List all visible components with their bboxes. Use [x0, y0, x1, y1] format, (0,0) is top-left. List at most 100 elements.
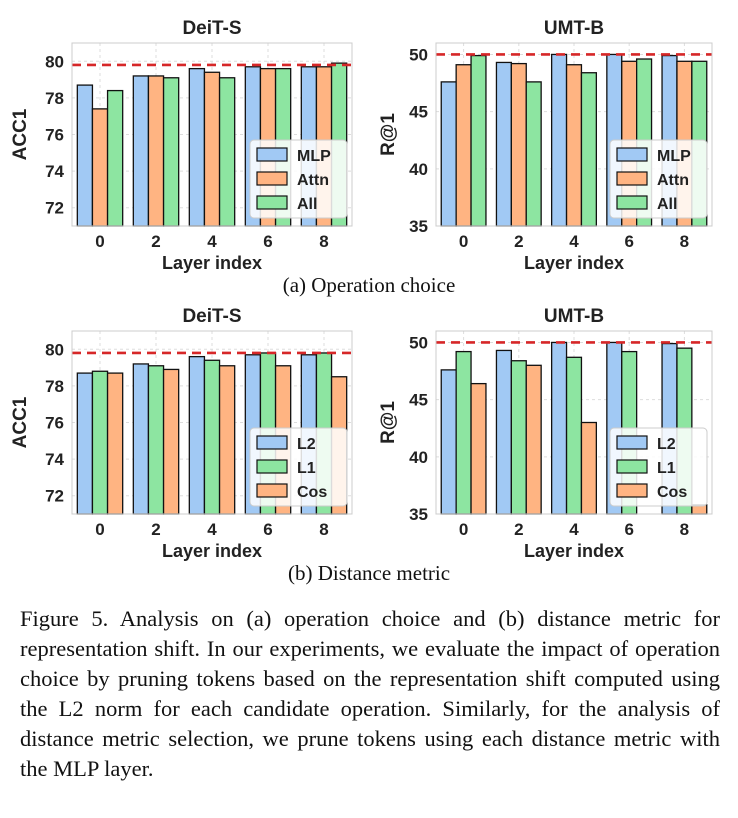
- panel1-ytick-label: 72: [45, 199, 64, 218]
- panel4-legend-swatch-l2: [616, 435, 648, 450]
- panel2-xtick-label: 0: [459, 232, 468, 251]
- panel2-ytick-label: 35: [409, 217, 428, 236]
- panel3-legend-label-l1: L1: [297, 460, 316, 477]
- panel4-xlabel: Layer index: [524, 541, 624, 561]
- panel2-bar-mlp-4: [550, 53, 568, 227]
- panel4-xtick-label: 4: [569, 520, 579, 539]
- panel4-bar-l2-0: [440, 369, 457, 515]
- panel3-bar-l1-0: [91, 370, 109, 515]
- panel4-ytick-label: 40: [409, 448, 428, 467]
- panel2-legend-swatch-mlp: [616, 147, 648, 162]
- panel4-ytick-label: 50: [409, 333, 428, 352]
- panel3-bar-l2-2: [132, 363, 150, 515]
- panel3-xtick-label: 8: [319, 520, 328, 539]
- panel3-bar-l2-4: [188, 355, 206, 515]
- panel2-legend-label-mlp: MLP: [657, 148, 691, 165]
- panel4-bar-l1-2: [510, 360, 527, 515]
- panel1-xtick-label: 4: [207, 232, 217, 251]
- panel1-legend-swatch-all: [256, 195, 288, 210]
- panel4-legend-label-cos: Cos: [657, 484, 687, 501]
- panel2-legend-swatch-all: [616, 195, 648, 210]
- panel3-xtick-label: 6: [263, 520, 272, 539]
- panel4-ylabel: R@1: [378, 401, 399, 444]
- panel2-bar-mlp-0: [440, 81, 457, 227]
- panel2-xlabel: Layer index: [524, 253, 624, 273]
- panel4-bar-l2-4: [550, 341, 568, 515]
- panel1-ytick-label: 74: [45, 162, 64, 181]
- panel4-ytick-label: 45: [409, 391, 428, 410]
- panel1-bar-attn-0: [91, 108, 109, 227]
- panel1-xtick-label: 8: [319, 232, 328, 251]
- panel3-ytick-label: 80: [45, 340, 64, 359]
- panel2-ylabel: R@1: [378, 113, 399, 156]
- panel1-bar-attn-4: [203, 71, 221, 227]
- panel2-xtick-label: 6: [624, 232, 633, 251]
- panel1-bar-all-4: [218, 77, 236, 227]
- subcaption-a: (a) Operation choice: [283, 273, 456, 297]
- panel3-legend-swatch-l1: [256, 459, 288, 474]
- panel3-xlabel: Layer index: [162, 541, 262, 561]
- panel1-xtick-label: 6: [263, 232, 272, 251]
- panel3-ytick-label: 74: [45, 450, 64, 469]
- panel3-title: DeiT-S: [182, 306, 241, 327]
- panel1-bar-mlp-2: [132, 75, 150, 227]
- panel2-xtick-label: 4: [569, 232, 579, 251]
- panel4-legend-label-l2: L2: [657, 436, 676, 453]
- panel1-xtick-label: 0: [95, 232, 104, 251]
- panel3-xtick-label: 2: [151, 520, 160, 539]
- panel3-legend-swatch-cos: [256, 483, 288, 498]
- panel3-ytick-label: 72: [45, 487, 64, 506]
- panel3-frame: [71, 330, 353, 515]
- panel3-bar-l1-2: [147, 365, 165, 515]
- panel1-ytick-label: 80: [45, 52, 64, 71]
- panel4-bar-l2-2: [495, 349, 512, 515]
- panel3-bar-cos-4: [218, 365, 236, 515]
- panel1-legend-swatch-mlp: [256, 147, 288, 162]
- panel2-bar-mlp-2: [495, 61, 512, 227]
- panel2-ytick-label: 45: [409, 103, 428, 122]
- panel4-xtick-label: 6: [624, 520, 633, 539]
- panel4-ytick-label: 35: [409, 505, 428, 524]
- panel1-legend-label-attn: Attn: [297, 172, 329, 189]
- panel3-ytick-label: 78: [45, 377, 64, 396]
- subcaption-b: (b) Distance metric: [288, 561, 450, 585]
- panel3-xtick-label: 0: [95, 520, 104, 539]
- panel2-xtick-label: 8: [680, 232, 689, 251]
- panel2-bar-attn-4: [565, 64, 583, 227]
- panel2-bar-attn-2: [510, 62, 527, 227]
- panel2-legend-swatch-attn: [616, 171, 648, 186]
- panel3-legend-swatch-l2: [256, 435, 288, 450]
- panel2-bar-attn-0: [455, 64, 472, 227]
- panel4-bar-cos-0: [470, 382, 487, 515]
- panel2-frame: [435, 42, 713, 227]
- panel2-title: UMT-B: [544, 18, 604, 39]
- panel4-xtick-label: 2: [514, 520, 523, 539]
- panel3-ytick-label: 76: [45, 414, 64, 433]
- panel2-legend-label-all: All: [657, 196, 677, 213]
- panel2-ytick-label: 50: [409, 45, 428, 64]
- panel2-legend-label-attn: Attn: [657, 172, 689, 189]
- panel1-frame: [71, 42, 353, 227]
- panel4-title: UMT-B: [544, 306, 604, 327]
- panel2-bar-all-2: [525, 81, 542, 227]
- panel4-bar-l1-4: [565, 356, 583, 515]
- panel1-ytick-label: 76: [45, 126, 64, 145]
- panel3-bar-cos-0: [106, 372, 124, 515]
- panel3-xtick-label: 4: [207, 520, 217, 539]
- panel4-bar-cos-2: [525, 364, 542, 515]
- panel4-frame: [435, 330, 713, 515]
- panel3-ylabel: ACC1: [10, 396, 31, 448]
- panel2-ytick-label: 40: [409, 160, 428, 179]
- panel4-legend-swatch-cos: [616, 483, 648, 498]
- panel1-bar-attn-2: [147, 75, 165, 227]
- panel1-bar-mlp-0: [76, 84, 94, 227]
- panel3-bar-l2-0: [76, 372, 94, 515]
- panel1-legend-label-mlp: MLP: [297, 148, 331, 165]
- panel1-bar-all-0: [106, 89, 124, 227]
- panel1-title: DeiT-S: [182, 18, 241, 39]
- figure: 72 74 76 78 80 0 2 4 6 8 DeiT-S Layer index ACC1 MLP A…: [10, 18, 713, 585]
- panel4-xtick-label: 0: [459, 520, 468, 539]
- panel4-bar-cos-4: [580, 421, 598, 515]
- panel4-bar-l1-0: [455, 350, 472, 515]
